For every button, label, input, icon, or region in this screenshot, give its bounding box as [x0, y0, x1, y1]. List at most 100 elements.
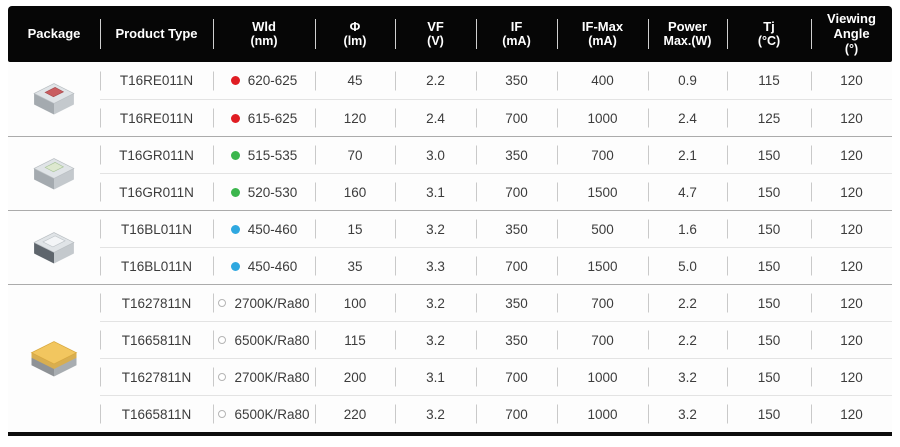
led-chip-icon — [33, 157, 75, 189]
vf-cell: 3.2 — [395, 395, 476, 432]
vf-cell: 3.2 — [395, 210, 476, 247]
led-chip-icon — [30, 340, 78, 376]
tj-cell: 150 — [727, 136, 811, 173]
flux-cell: 120 — [315, 99, 395, 136]
vf-cell: 3.0 — [395, 136, 476, 173]
power-cell: 2.1 — [648, 136, 727, 173]
product-type-cell: T16GR011N — [100, 136, 213, 173]
vf-cell: 2.2 — [395, 62, 476, 99]
table-row: T16GR011N 520-530 160 3.1 700 1500 4.7 1… — [8, 173, 892, 210]
blue-led-package-image — [8, 210, 100, 284]
angle-cell: 120 — [811, 284, 892, 321]
angle-cell: 120 — [811, 395, 892, 432]
table-row: T16RE011N 615-625 120 2.4 700 1000 2.4 1… — [8, 99, 892, 136]
wld-cell: 6500K/Ra80 — [213, 395, 315, 432]
wld-cell: 2700K/Ra80 — [213, 358, 315, 395]
table-row: T16BL011N 450-460 15 3.2 350 500 1.6 150… — [8, 210, 892, 284]
tj-cell: 150 — [727, 284, 811, 321]
color-dot — [230, 113, 240, 123]
if-cell: 700 — [476, 358, 557, 395]
tj-cell: 150 — [727, 395, 811, 432]
color-dot — [230, 76, 240, 85]
power-cell: 3.2 — [648, 395, 727, 432]
vf-cell: 3.3 — [395, 247, 476, 284]
table-header: Package Product Type Wld (nm) Φ (lm) VF (V)… — [8, 6, 892, 62]
product-type-cell: T16RE011N — [100, 99, 213, 136]
if-cell: 700 — [476, 99, 557, 136]
led-chip-icon — [33, 231, 75, 263]
if-max-cell: 1500 — [557, 173, 648, 210]
if-max-cell: 700 — [557, 321, 648, 358]
if-max-cell: 1000 — [557, 358, 648, 395]
if-cell: 350 — [476, 62, 557, 99]
col-header-viewing-angle: Viewing Angle (°) — [811, 6, 892, 62]
color-dot — [218, 299, 227, 308]
tj-cell: 115 — [727, 62, 811, 99]
col-header-flux: Φ (lm) — [315, 6, 395, 62]
green-led-package-image — [8, 136, 100, 210]
wld-cell: 515-535 — [213, 136, 315, 173]
table-row: T1627811N 2700K/Ra80 100 3.2 350 700 2.2… — [8, 284, 892, 432]
color-dot — [218, 410, 227, 419]
product-type-cell: T16BL011N — [100, 210, 213, 247]
col-header-package: Package — [8, 6, 100, 62]
product-type-cell: T1627811N — [100, 358, 213, 395]
power-cell: 2.2 — [648, 321, 727, 358]
flux-cell: 200 — [315, 358, 395, 395]
product-type-cell: T1665811N — [100, 321, 213, 358]
if-max-cell: 400 — [557, 62, 648, 99]
flux-cell: 220 — [315, 395, 395, 432]
tj-cell: 150 — [727, 321, 811, 358]
angle-cell: 120 — [811, 173, 892, 210]
if-max-cell: 1000 — [557, 395, 648, 432]
power-cell: 0.9 — [648, 62, 727, 99]
wld-cell: 450-460 — [213, 210, 315, 247]
wld-cell: 6500K/Ra80 — [213, 321, 315, 358]
flux-cell: 70 — [315, 136, 395, 173]
color-dot — [230, 150, 240, 160]
color-dot — [230, 187, 240, 197]
vf-cell: 3.2 — [395, 321, 476, 358]
tj-cell: 150 — [727, 210, 811, 247]
table-row: T1627811N 2700K/Ra80 200 3.1 700 1000 3.… — [8, 358, 892, 395]
product-type-cell: T16BL011N — [100, 247, 213, 284]
if-cell: 350 — [476, 321, 557, 358]
wld-cell: 615-625 — [213, 99, 315, 136]
angle-cell: 120 — [811, 358, 892, 395]
spec-table-container: Package Product Type Wld (nm) Φ (lm) VF (V)… — [8, 6, 892, 436]
white-led-package-image — [8, 284, 100, 432]
table-row: T1665811N 6500K/Ra80 220 3.2 700 1000 3.… — [8, 395, 892, 432]
table-bottom-rule — [8, 432, 892, 436]
angle-cell: 120 — [811, 99, 892, 136]
flux-cell: 15 — [315, 210, 395, 247]
vf-cell: 3.1 — [395, 358, 476, 395]
col-header-power-max: Power Max.(W) — [648, 6, 727, 62]
color-dot — [230, 261, 240, 271]
tj-cell: 150 — [727, 173, 811, 210]
power-cell: 2.2 — [648, 284, 727, 321]
product-type-cell: T16RE011N — [100, 62, 213, 99]
if-cell: 350 — [476, 210, 557, 247]
color-dot — [230, 224, 240, 234]
angle-cell: 120 — [811, 62, 892, 99]
angle-cell: 120 — [811, 210, 892, 247]
vf-cell: 2.4 — [395, 99, 476, 136]
red-led-package-image — [8, 62, 100, 136]
if-cell: 700 — [476, 247, 557, 284]
wld-cell: 520-530 — [213, 173, 315, 210]
flux-cell: 115 — [315, 321, 395, 358]
if-max-cell: 700 — [557, 284, 648, 321]
power-cell: 3.2 — [648, 358, 727, 395]
power-cell: 4.7 — [648, 173, 727, 210]
vf-cell: 3.2 — [395, 284, 476, 321]
power-cell: 5.0 — [648, 247, 727, 284]
if-cell: 350 — [476, 136, 557, 173]
flux-cell: 45 — [315, 62, 395, 99]
col-header-if: IF (mA) — [476, 6, 557, 62]
flux-cell: 100 — [315, 284, 395, 321]
product-type-cell: T1627811N — [100, 284, 213, 321]
tj-cell: 150 — [727, 247, 811, 284]
table-row: T1665811N 6500K/Ra80 115 3.2 350 700 2.2… — [8, 321, 892, 358]
flux-cell: 160 — [315, 173, 395, 210]
color-dot — [218, 373, 227, 382]
